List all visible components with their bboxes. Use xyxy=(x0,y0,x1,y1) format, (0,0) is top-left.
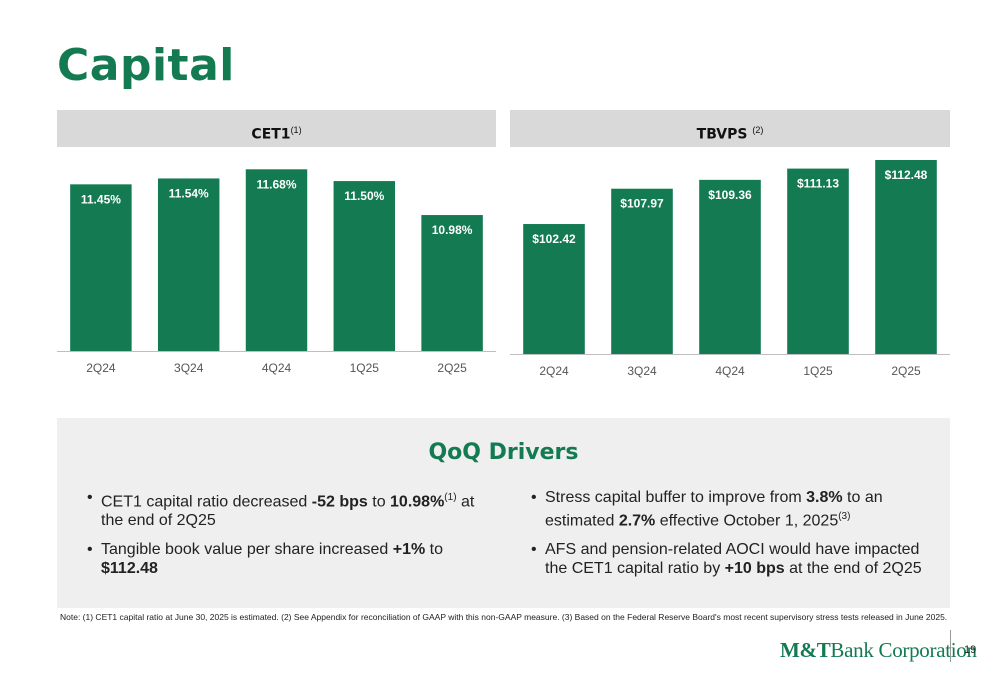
x-tick-label: 3Q24 xyxy=(174,361,204,375)
data-label: 10.98% xyxy=(432,223,473,237)
data-label: 11.50% xyxy=(344,189,384,203)
bar-2q24 xyxy=(523,224,585,354)
x-tick-label: 1Q25 xyxy=(350,361,380,375)
driver-bullet: AFS and pension-related AOCI would have … xyxy=(531,540,931,578)
x-tick-label: 4Q24 xyxy=(715,364,745,378)
driver-bullet: Stress capital buffer to improve from 3.… xyxy=(531,488,931,530)
cet1-title: CET1 xyxy=(251,126,291,143)
qoq-drivers-panel: QoQ Drivers CET1 capital ratio decreased… xyxy=(57,418,950,608)
data-label: $112.48 xyxy=(885,168,928,182)
x-tick-label: 2Q24 xyxy=(539,364,569,378)
cet1-panel-header: CET1(1) xyxy=(57,110,496,147)
x-tick-label: 1Q25 xyxy=(803,364,833,378)
x-tick-label: 3Q24 xyxy=(627,364,657,378)
qoq-drivers-title: QoQ Drivers xyxy=(428,440,579,465)
bar-4q24 xyxy=(699,179,761,354)
data-label: 11.54% xyxy=(169,186,209,200)
data-label: $109.36 xyxy=(708,188,752,202)
data-label: 11.45% xyxy=(81,192,121,206)
tbvps-footnote-ref: (2) xyxy=(752,125,764,135)
data-label: 11.68% xyxy=(256,177,296,191)
data-label: $102.42 xyxy=(532,232,576,246)
drivers-right-list: Stress capital buffer to improve from 3.… xyxy=(531,488,931,588)
bar-3q24 xyxy=(611,188,673,354)
tbvps-title: TBVPS xyxy=(696,126,748,143)
bar-2q25 xyxy=(875,160,937,354)
bar-1q25 xyxy=(333,181,396,351)
driver-bullet: CET1 capital ratio decreased -52 bps to … xyxy=(87,488,487,530)
bar-3q24 xyxy=(157,178,220,351)
tbvps-bar-chart: $102.42 2Q24 $107.97 3Q24 $109.36 4Q24 $111.13… xyxy=(510,160,950,378)
bar-2q24 xyxy=(70,184,132,351)
data-label: $111.13 xyxy=(797,177,839,191)
bar-4q24 xyxy=(245,169,308,351)
driver-bullet: Tangible book value per share increased … xyxy=(87,540,487,578)
footnote: Note: (1) CET1 capital ratio at June 30,… xyxy=(60,612,948,622)
x-tick-label: 4Q24 xyxy=(262,361,292,375)
page-title: Capital xyxy=(57,40,235,91)
company-logo: M&TBank Corporation xyxy=(780,638,977,662)
data-label: $107.97 xyxy=(620,197,664,211)
tbvps-panel-header: TBVPS (2) xyxy=(510,110,950,147)
cet1-bar-chart: 11.45% 2Q24 11.54% 3Q24 11.68% 4Q24 11.50% 1Q25… xyxy=(57,169,496,375)
cet1-footnote-ref: (1) xyxy=(290,125,302,135)
bar-2q25 xyxy=(421,215,483,351)
bar-1q25 xyxy=(787,168,849,354)
x-tick-label: 2Q25 xyxy=(891,364,921,378)
x-tick-label: 2Q25 xyxy=(437,361,467,375)
page-number: 19 xyxy=(964,644,977,656)
drivers-left-list: CET1 capital ratio decreased -52 bps to … xyxy=(87,488,487,588)
logo-divider xyxy=(950,630,951,662)
x-tick-label: 2Q24 xyxy=(86,361,116,375)
